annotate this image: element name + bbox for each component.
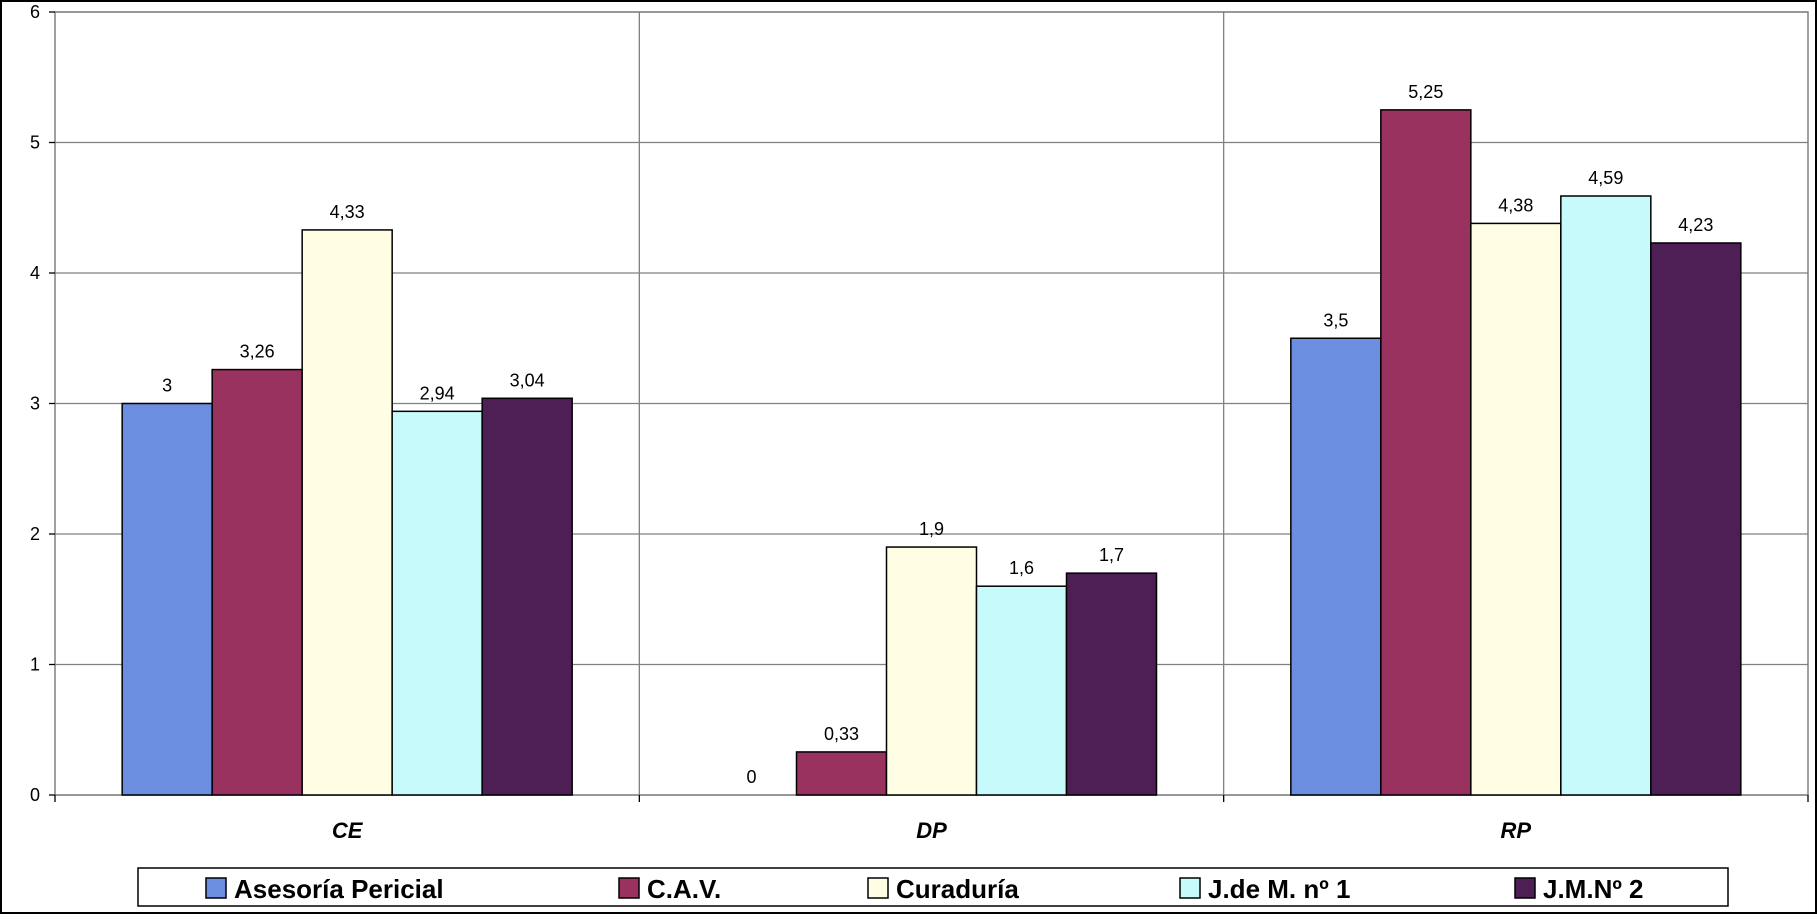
legend-box — [137, 867, 1729, 907]
y-tick-label: 6 — [30, 2, 40, 22]
bar — [301, 229, 393, 796]
bar — [481, 397, 573, 796]
labels-layer: 0 1 2 3 4 5 6 3 3,26 4,33 2,94 3,04 CE 0 0,33 1,9 1,6 1,7… — [30, 2, 1713, 843]
legend-swatch — [1179, 877, 1201, 899]
data-label: 5,25 — [1408, 82, 1443, 102]
legend: Asesoría Pericial C.A.V. Curaduría J.de M. … — [137, 867, 1729, 907]
data-label: 3 — [162, 376, 172, 396]
data-label: 4,23 — [1678, 215, 1713, 235]
x-tick-label: RP — [1501, 818, 1532, 843]
data-label: 3,04 — [510, 370, 545, 390]
data-label: 1,7 — [1099, 545, 1124, 565]
bar — [121, 402, 213, 796]
y-tick-label: 1 — [30, 655, 40, 675]
bar — [1470, 222, 1562, 796]
y-tick-label: 2 — [30, 524, 40, 544]
data-label: 1,9 — [919, 519, 944, 539]
bar — [1290, 337, 1382, 796]
bar — [211, 368, 303, 796]
data-label: 3,5 — [1323, 310, 1348, 330]
y-tick-label: 5 — [30, 133, 40, 153]
y-tick-label: 0 — [30, 785, 40, 805]
data-label: 1,6 — [1009, 558, 1034, 578]
bar — [1650, 242, 1742, 796]
bar — [1560, 195, 1652, 796]
x-tick-label: CE — [332, 818, 364, 843]
legend-swatch — [618, 877, 640, 899]
legend-swatch — [867, 877, 889, 899]
data-label: 0 — [746, 767, 756, 787]
legend-entry: Curaduría — [896, 874, 1019, 904]
legend-entry: J.M.Nº 2 — [1543, 874, 1644, 904]
data-label: 0,33 — [824, 724, 859, 744]
bar — [391, 410, 483, 796]
data-label: 3,26 — [240, 342, 275, 362]
bar — [1065, 572, 1158, 796]
y-tick-label: 4 — [30, 263, 40, 283]
data-label: 4,33 — [330, 202, 365, 222]
bars-layer — [121, 109, 1742, 796]
legend-entry: J.de M. nº 1 — [1208, 874, 1350, 904]
legend-swatch — [205, 877, 227, 899]
legend-entry: Asesoría Pericial — [234, 874, 444, 904]
legend-swatch — [1514, 877, 1536, 899]
data-label: 4,59 — [1588, 168, 1623, 188]
bar — [885, 546, 978, 796]
legend-entry: C.A.V. — [647, 874, 721, 904]
x-tick-label: DP — [916, 818, 947, 843]
bar — [1380, 109, 1472, 796]
y-tick-label: 3 — [30, 394, 40, 414]
data-label: 2,94 — [420, 383, 455, 403]
bar — [795, 751, 888, 796]
data-label: 4,38 — [1498, 195, 1533, 215]
bar — [975, 585, 1068, 796]
